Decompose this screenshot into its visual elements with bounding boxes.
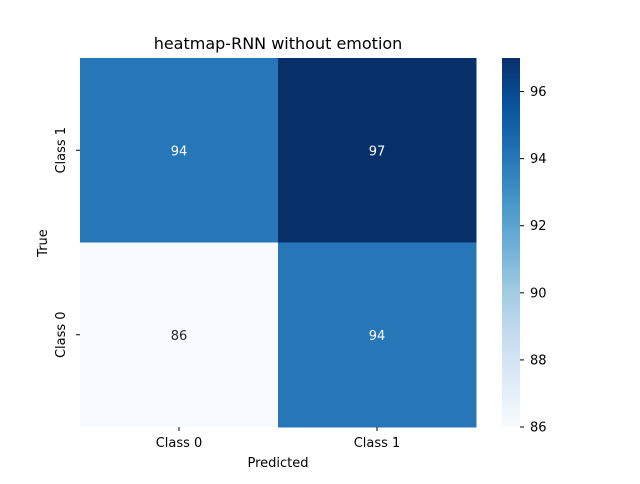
heatmap-cells bbox=[80, 58, 477, 428]
y-tick-label: Class 0 bbox=[54, 311, 69, 358]
cell-annotation: 94 bbox=[369, 329, 386, 344]
x-tick-label: Class 1 bbox=[354, 436, 401, 451]
x-tick-label: Class 0 bbox=[156, 436, 203, 451]
y-axis-label: True bbox=[36, 229, 51, 258]
colorbar-tick-label: 92 bbox=[530, 219, 547, 234]
colorbar-tick-label: 94 bbox=[530, 152, 547, 167]
cell-annotations: 94 97 86 94 bbox=[171, 144, 386, 344]
heatmap-cell bbox=[278, 242, 477, 428]
cell-annotation: 86 bbox=[171, 329, 188, 344]
cell-annotation: 97 bbox=[369, 144, 386, 159]
heatmap-cell bbox=[80, 58, 279, 243]
colorbar bbox=[502, 58, 520, 427]
chart-title: heatmap-RNN without emotion bbox=[154, 34, 403, 53]
colorbar-ticks: 86 88 90 92 94 96 bbox=[520, 85, 547, 436]
heatmap-cell bbox=[80, 242, 279, 428]
heatmap-cell bbox=[278, 58, 477, 243]
y-tick-label: Class 1 bbox=[54, 127, 69, 174]
x-axis-ticks: Class 0 Class 1 bbox=[156, 427, 401, 451]
cell-annotation: 94 bbox=[171, 144, 188, 159]
colorbar-tick-label: 90 bbox=[530, 286, 547, 301]
y-axis-ticks: Class 1 Class 0 bbox=[54, 127, 80, 358]
colorbar-tick-label: 86 bbox=[530, 421, 547, 436]
x-axis-label: Predicted bbox=[247, 456, 308, 471]
colorbar-tick-label: 88 bbox=[530, 353, 547, 368]
colorbar-tick-label: 96 bbox=[530, 85, 547, 100]
